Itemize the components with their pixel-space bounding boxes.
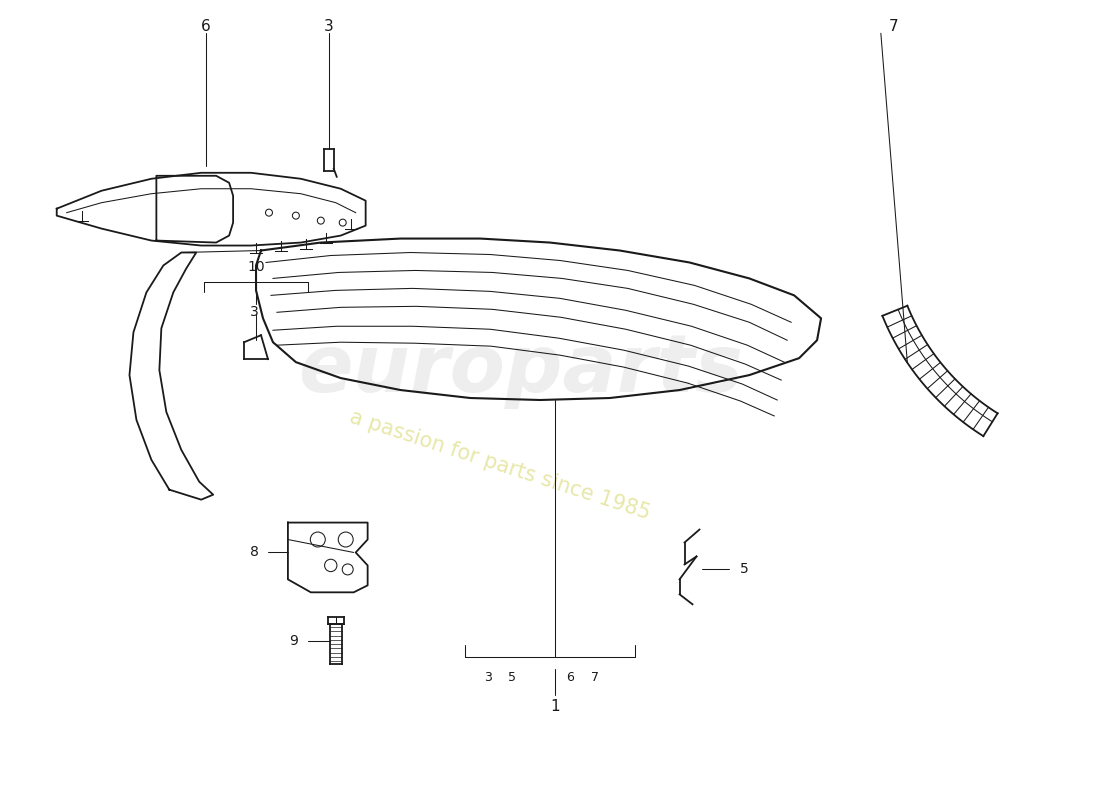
Text: 3: 3 (250, 306, 258, 319)
Text: 6: 6 (201, 19, 211, 34)
Text: 5: 5 (508, 670, 516, 683)
Text: europarts: europarts (298, 331, 742, 409)
Text: 8: 8 (250, 546, 258, 559)
Text: 7: 7 (889, 19, 899, 34)
Text: 3: 3 (323, 19, 333, 34)
Text: 1: 1 (550, 699, 560, 714)
Text: 7: 7 (591, 670, 598, 683)
Text: a passion for parts since 1985: a passion for parts since 1985 (348, 406, 653, 523)
Text: 6: 6 (566, 670, 574, 683)
Text: 10: 10 (248, 261, 265, 274)
Text: 3: 3 (484, 670, 492, 683)
Text: 9: 9 (289, 634, 298, 648)
Text: 5: 5 (740, 562, 749, 577)
